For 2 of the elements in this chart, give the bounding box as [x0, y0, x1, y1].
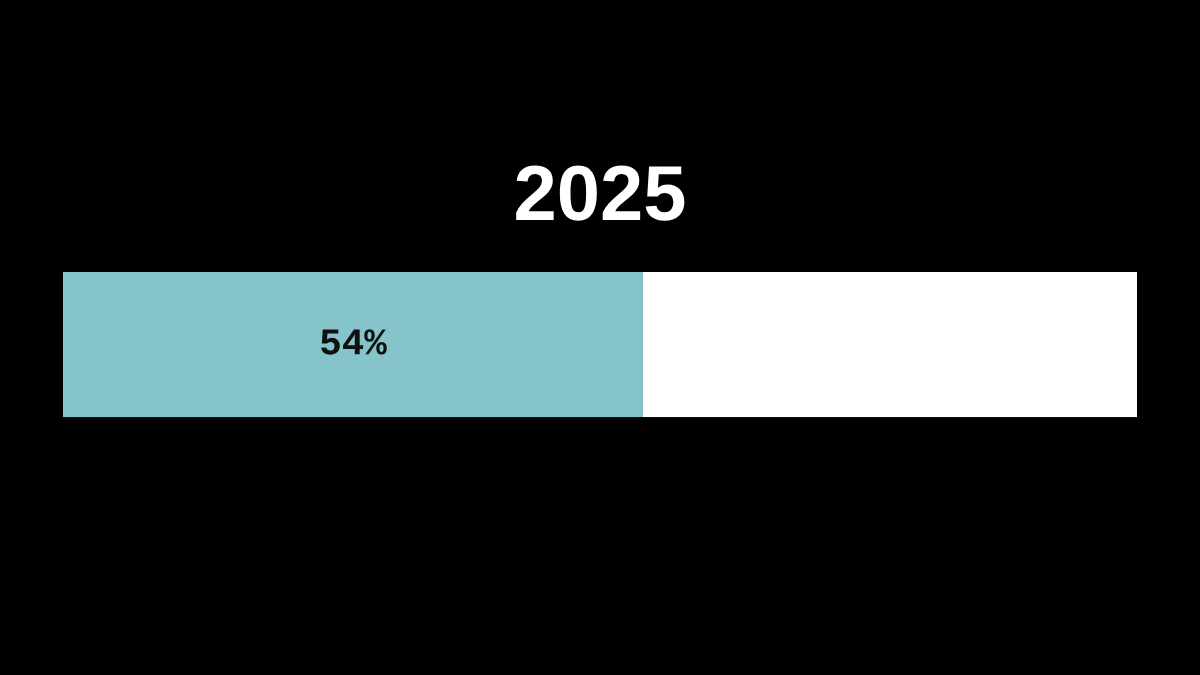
data-label: 54% — [321, 329, 387, 355]
chart-title: 2025 — [516, 165, 685, 221]
